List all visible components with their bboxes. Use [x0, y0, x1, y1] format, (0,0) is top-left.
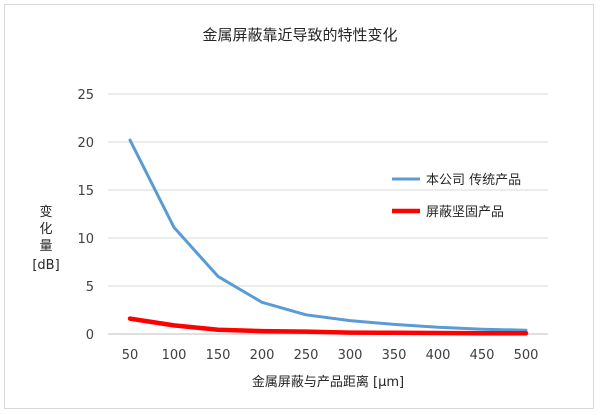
x-axis-ticks: 50 100 150 200 250 300 350 400 450 500: [122, 348, 539, 363]
x-tick-label: 500: [514, 348, 539, 363]
y-tick-label: 0: [86, 328, 94, 343]
legend-label: 本公司 传统产品: [426, 173, 521, 188]
chart-frame: [4, 4, 594, 409]
series-lines: [127, 138, 529, 336]
x-tick-label: 200: [250, 348, 275, 363]
y-axis-title-line: 变: [39, 204, 52, 220]
x-tick-label: 150: [206, 348, 231, 363]
y-tick-label: 15: [77, 184, 94, 199]
x-tick-label: 350: [382, 348, 407, 363]
y-axis-title-line: 量: [39, 239, 52, 254]
x-tick-label: 400: [426, 348, 451, 363]
legend-label: 屏蔽坚固产品: [426, 205, 504, 220]
y-axis-title-line: 化: [39, 222, 52, 237]
x-tick-label: 250: [294, 348, 319, 363]
x-tick-label: 450: [470, 348, 495, 363]
series-line-1: [128, 138, 528, 332]
y-tick-label: 20: [77, 136, 94, 151]
y-axis-title-line: [dB]: [32, 258, 59, 273]
y-tick-label: 10: [77, 232, 94, 247]
y-tick-label: 25: [77, 88, 94, 103]
y-tick-label: 5: [86, 280, 94, 295]
x-tick-label: 100: [162, 348, 187, 363]
x-tick-label: 300: [338, 348, 363, 363]
y-axis-ticks: 0 5 10 15 20 25: [77, 88, 94, 343]
x-axis-title: 金属屏蔽与产品距离 [μm]: [252, 374, 404, 390]
chart-title: 金属屏蔽靠近导致的特性变化: [202, 26, 397, 44]
x-tick-label: 50: [122, 348, 139, 363]
y-axis-title: 变化量 [dB]: [32, 204, 59, 273]
series-line-2: [127, 316, 529, 336]
